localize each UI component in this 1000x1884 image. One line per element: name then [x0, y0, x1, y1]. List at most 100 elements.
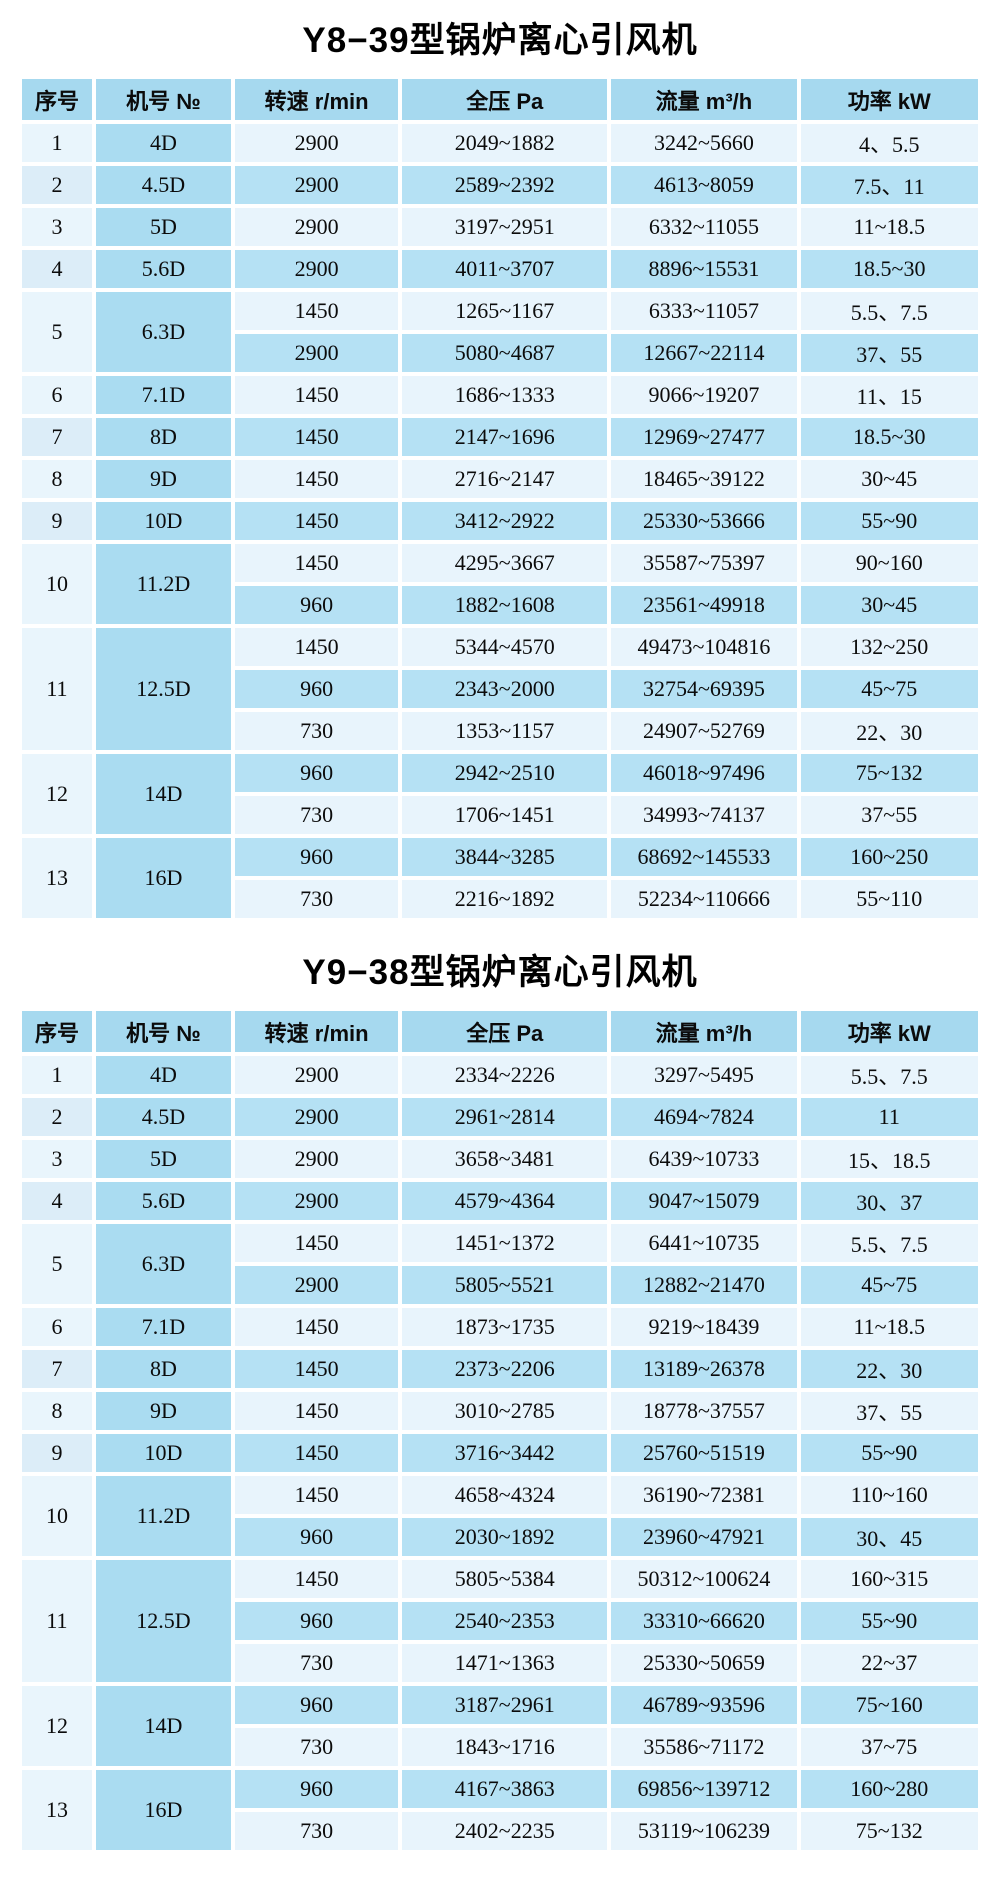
- table-row: 4 5.6D 2900 4579~4364 9047~15079 30、37: [18, 1178, 982, 1224]
- serial-number-cell: 8: [18, 456, 96, 502]
- serial-number-cell: 1: [18, 120, 96, 166]
- flow-cell: 32754~69395: [607, 666, 801, 712]
- speed-cell: 2900: [231, 204, 403, 250]
- flow-cell: 18465~39122: [607, 456, 801, 502]
- power-cell: 7.5、11: [796, 162, 982, 208]
- speed-cell: 2900: [231, 1052, 403, 1098]
- speed-cell: 730: [231, 1640, 403, 1686]
- column-header: 全压 Pa: [398, 75, 612, 124]
- pressure-cell: 5080~4687: [398, 330, 612, 376]
- speed-cell: 960: [231, 1598, 403, 1644]
- column-header: 功率 kW: [796, 75, 982, 124]
- table-row: 7 8D 1450 2147~1696 12969~27477 18.5~30: [18, 414, 982, 460]
- table-row: 960 2343~2000 32754~69395 45~75: [20, 666, 982, 712]
- power-cell: 160~280: [796, 1766, 982, 1812]
- speed-cell: 1450: [231, 414, 403, 460]
- power-cell: 30、37: [796, 1178, 982, 1224]
- pressure-cell: 2343~2000: [398, 666, 612, 712]
- table-row: 7 8D 1450 2373~2206 13189~26378 22、30: [18, 1346, 982, 1392]
- pressure-cell: 2147~1696: [398, 414, 612, 460]
- power-cell: 22~37: [796, 1640, 982, 1686]
- table-row: 1 4D 2900 2334~2226 3297~5495 5.5、7.5: [18, 1052, 982, 1098]
- pressure-cell: 2049~1882: [398, 120, 612, 166]
- model-cell: 8D: [91, 414, 236, 460]
- pressure-cell: 4011~3707: [398, 246, 612, 292]
- power-cell: 75~132: [796, 750, 982, 796]
- flow-cell: 6441~10735: [607, 1220, 801, 1266]
- table-row: 960 2030~1892 23960~47921 30、45: [20, 1514, 982, 1560]
- model-cell: 16D: [91, 1766, 236, 1854]
- flow-cell: 4613~8059: [607, 162, 801, 208]
- column-header: 序号: [18, 75, 96, 124]
- speed-cell: 1450: [231, 1388, 403, 1434]
- speed-cell: 1450: [231, 624, 403, 670]
- flow-cell: 9066~19207: [607, 372, 801, 418]
- speed-cell: 960: [231, 582, 403, 628]
- pressure-cell: 2373~2206: [398, 1346, 612, 1392]
- pressure-cell: 1686~1333: [398, 372, 612, 418]
- table-row: 730 2216~1892 52234~110666 55~110: [20, 876, 982, 922]
- serial-number-cell: 10: [18, 540, 96, 628]
- pressure-cell: 1873~1735: [398, 1304, 612, 1350]
- speed-cell: 2900: [231, 1262, 403, 1308]
- table-row: 960 2540~2353 33310~66620 55~90: [20, 1598, 982, 1644]
- speed-cell: 2900: [231, 162, 403, 208]
- flow-cell: 35587~75397: [607, 540, 801, 586]
- speed-cell: 2900: [231, 1178, 403, 1224]
- power-cell: 55~90: [796, 1430, 982, 1476]
- power-cell: 11~18.5: [796, 204, 982, 250]
- spec-table: 序号 机号 № 转速 r/min 全压 Pa 流量 m³/h 功率 kW 1 4D 2900 2…: [18, 1007, 982, 1854]
- power-cell: 11~18.5: [796, 1304, 982, 1350]
- model-cell: 4.5D: [91, 1094, 236, 1140]
- table-row: 8 9D 1450 2716~2147 18465~39122 30~45: [18, 456, 982, 502]
- model-cell: 5D: [91, 1136, 236, 1182]
- serial-number-cell: 13: [18, 834, 96, 922]
- pressure-cell: 2334~2226: [398, 1052, 612, 1098]
- serial-number-cell: 9: [18, 1430, 96, 1476]
- column-header: 序号: [18, 1007, 96, 1056]
- serial-number-cell: 8: [18, 1388, 96, 1434]
- header-row: 序号 机号 № 转速 r/min 全压 Pa 流量 m³/h 功率 kW: [18, 75, 982, 124]
- speed-cell: 2900: [231, 330, 403, 376]
- pressure-cell: 3844~3285: [398, 834, 612, 880]
- speed-cell: 2900: [231, 1094, 403, 1140]
- flow-cell: 35586~71172: [607, 1724, 801, 1770]
- serial-number-cell: 11: [18, 624, 96, 754]
- speed-cell: 1450: [231, 372, 403, 418]
- serial-number-cell: 6: [18, 1304, 96, 1350]
- column-header: 全压 Pa: [398, 1007, 612, 1056]
- table-row: 11 12.5D 1450 5805~5384 50312~100624 160~315: [18, 1556, 982, 1686]
- model-cell: 5.6D: [91, 1178, 236, 1224]
- power-cell: 4、5.5: [796, 120, 982, 166]
- speed-cell: 960: [231, 834, 403, 880]
- table-row: 11 12.5D 1450 5344~4570 49473~104816 132~250: [18, 624, 982, 754]
- table-row: 4 5.6D 2900 4011~3707 8896~15531 18.5~30: [18, 246, 982, 292]
- table-row: 10 11.2D 1450 4295~3667 35587~75397 90~160: [18, 540, 982, 628]
- flow-cell: 53119~106239: [607, 1808, 801, 1854]
- speed-cell: 1450: [231, 1346, 403, 1392]
- table-row: 13 16D 960 3844~3285 68692~145533 160~250: [18, 834, 982, 922]
- power-cell: 160~250: [796, 834, 982, 880]
- model-cell: 14D: [91, 750, 236, 838]
- serial-number-cell: 9: [18, 498, 96, 544]
- model-cell: 4D: [91, 120, 236, 166]
- table-row: 10 11.2D 1450 4658~4324 36190~72381 110~160: [18, 1472, 982, 1560]
- table-row: 730 1353~1157 24907~52769 22、30: [20, 708, 982, 754]
- table-section: Y9−38型锅炉离心引风机 序号 机号 № 转速 r/min 全压 Pa 流量 m³/h…: [18, 944, 982, 1854]
- serial-number-cell: 2: [18, 162, 96, 208]
- model-cell: 9D: [91, 456, 236, 502]
- model-cell: 10D: [91, 1430, 236, 1476]
- serial-number-cell: 3: [18, 204, 96, 250]
- power-cell: 45~75: [796, 1262, 982, 1308]
- model-cell: 16D: [91, 834, 236, 922]
- table-row: 5 6.3D 1450 1451~1372 6441~10735 5.5、7.5: [18, 1220, 982, 1308]
- serial-number-cell: 11: [18, 1556, 96, 1686]
- flow-cell: 3297~5495: [607, 1052, 801, 1098]
- pressure-cell: 4167~3863: [398, 1766, 612, 1812]
- model-cell: 5.6D: [91, 246, 236, 292]
- pressure-cell: 4295~3667: [398, 540, 612, 586]
- model-cell: 7.1D: [91, 1304, 236, 1350]
- power-cell: 37~55: [796, 792, 982, 838]
- flow-cell: 23960~47921: [607, 1514, 801, 1560]
